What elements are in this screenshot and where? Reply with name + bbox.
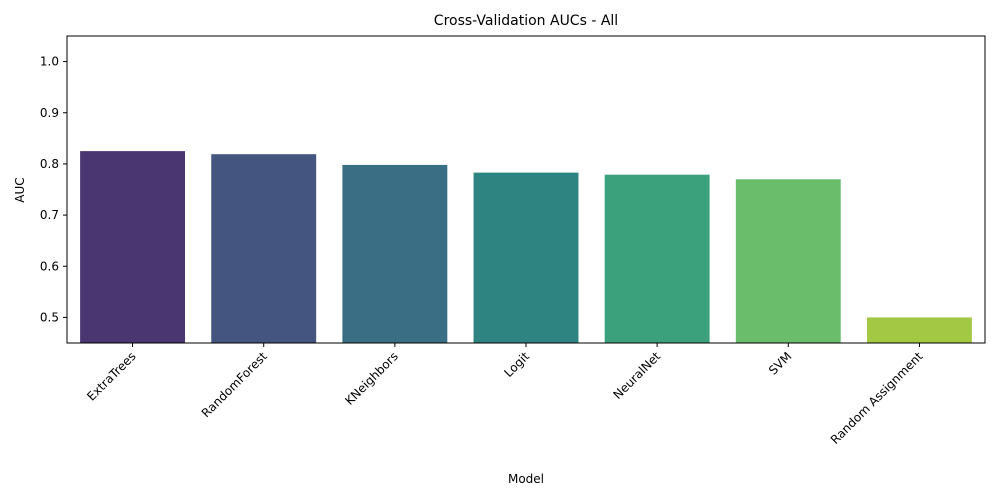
y-tick-label: 0.9 (40, 106, 59, 120)
x-tick-label: Logit (501, 349, 532, 380)
bar-extratrees (80, 151, 186, 343)
bar-random-assignment (866, 317, 972, 343)
x-tick-label: RandomForest (199, 349, 270, 420)
x-tick-label: Random Assignment (828, 349, 926, 447)
y-axis: 0.5 0.6 0.7 0.8 0.9 1.0 (40, 55, 67, 324)
x-tick-label: SVM (766, 349, 794, 377)
y-tick-label: 0.8 (40, 157, 59, 171)
x-axis: ExtraTrees RandomForest KNeighbors Logit Neu… (84, 343, 926, 447)
y-tick-label: 0.5 (40, 310, 59, 324)
bars (80, 151, 972, 343)
chart-title: Cross-Validation AUCs - All (434, 13, 618, 29)
x-tick-label: ExtraTrees (84, 349, 138, 403)
bar-randomforest (211, 154, 317, 343)
bar-neuralnet (604, 174, 710, 343)
bar-kneighbors (342, 164, 448, 343)
y-tick-label: 0.6 (40, 259, 59, 273)
y-tick-label: 0.7 (40, 208, 59, 222)
bar-svm (735, 179, 841, 343)
x-axis-label: Model (508, 472, 544, 486)
x-tick-label: KNeighbors (342, 349, 401, 408)
x-tick-label: NeuralNet (610, 349, 663, 402)
y-axis-label: AUC (13, 177, 27, 202)
y-tick-label: 1.0 (40, 55, 59, 69)
bar-logit (473, 172, 579, 343)
